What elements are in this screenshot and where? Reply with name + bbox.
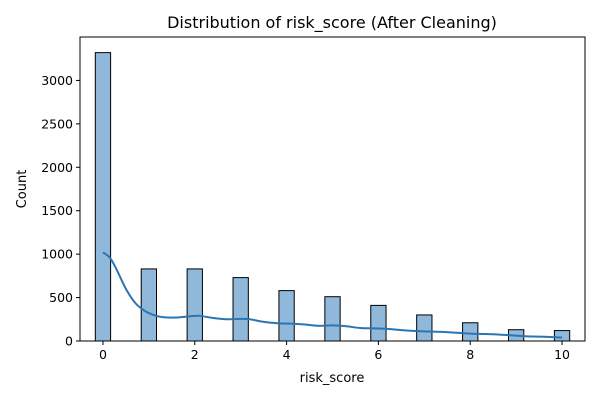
bars-group <box>94 52 571 342</box>
y-tick-label-0: 0 <box>65 334 73 349</box>
histogram-bar-1 <box>140 268 158 342</box>
x-axis-label: risk_score <box>300 371 365 386</box>
histogram-bar-5 <box>324 296 341 342</box>
y-tick-label-2: 1000 <box>41 247 73 262</box>
x-tick-label-4: 8 <box>466 347 474 362</box>
y-axis-ticks: 0 500 1000 1500 2000 2500 3000 <box>41 73 80 349</box>
histogram-bar-10 <box>553 330 571 342</box>
y-tick-label-4: 2000 <box>41 160 73 175</box>
y-axis-label: Count <box>15 170 30 209</box>
x-tick-label-5: 10 <box>554 347 570 362</box>
plot-frame <box>79 36 586 342</box>
chart-title: Distribution of risk_score (After Cleani… <box>167 13 497 33</box>
histogram-bar-2 <box>186 268 203 342</box>
histogram-bar-3 <box>232 277 249 342</box>
histogram-bar-7 <box>416 314 433 342</box>
kde-line <box>102 251 563 339</box>
x-tick-label-2: 4 <box>283 347 291 362</box>
y-tick-label-5: 2500 <box>41 116 73 131</box>
histogram-bar-0 <box>94 52 112 342</box>
x-tick-label-0: 0 <box>99 347 107 362</box>
x-tick-label-3: 6 <box>374 347 382 362</box>
x-tick-label-1: 2 <box>191 347 199 362</box>
histogram-bar-6 <box>370 304 387 342</box>
y-tick-label-1: 500 <box>49 290 73 305</box>
x-axis-ticks: 0 2 4 6 8 10 <box>99 341 570 362</box>
histogram-bar-8 <box>462 322 479 342</box>
y-tick-label-6: 3000 <box>41 73 73 88</box>
y-tick-label-3: 1500 <box>41 203 73 218</box>
histogram-bar-4 <box>278 290 295 342</box>
